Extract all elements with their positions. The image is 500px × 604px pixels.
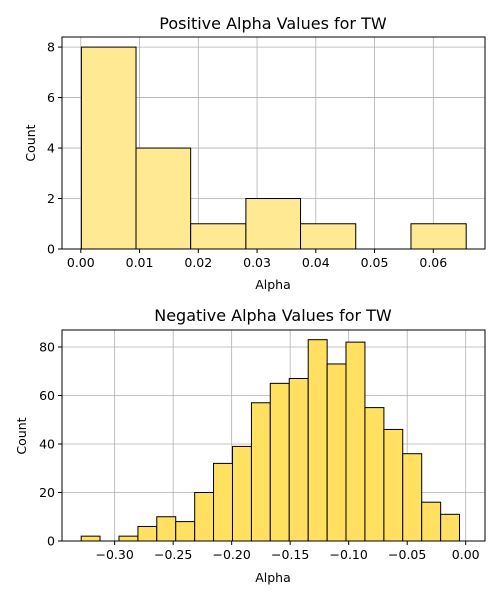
x-tick-label: 0.05 [361, 255, 389, 270]
x-tick-label: −0.15 [271, 547, 309, 562]
y-tick-label: 8 [47, 40, 55, 55]
x-tick-label: −0.10 [330, 547, 368, 562]
histogram-bar [190, 223, 247, 250]
histogram-bar [326, 363, 347, 542]
y-tick-label: 6 [47, 90, 55, 105]
y-tick-label: 4 [47, 141, 55, 156]
y-tick-label: 20 [39, 485, 55, 500]
x-tick-label: 0.00 [67, 255, 95, 270]
y-axis-label: Count [14, 417, 29, 454]
x-axis-label: Alpha [255, 570, 291, 585]
histogram-bar [80, 535, 101, 542]
x-tick-label: 0.00 [452, 547, 480, 562]
histogram-bar [364, 407, 385, 542]
histogram-bar [410, 223, 467, 250]
histogram-bar [345, 341, 366, 542]
tick-layer: −0.30 −0.25 −0.20 −0.15 −0.10 −0.05 0.00 0 20 40 6… [39, 339, 480, 562]
chart-title: Positive Alpha Values for TW [159, 14, 387, 33]
positive-alpha-histogram: Positive Alpha Values for TW 0.00 0.01 0.0… [23, 14, 486, 292]
y-tick-label: 0 [47, 534, 55, 549]
plot-frame [61, 329, 486, 542]
histogram-bar [300, 223, 357, 250]
tick-layer: 0.00 0.01 0.02 0.03 0.04 0.05 0.06 0 2 4 6 8 [47, 40, 447, 270]
histogram-bar [118, 535, 139, 542]
x-tick-label: 0.02 [184, 255, 212, 270]
histogram-bar [269, 382, 290, 542]
histogram-bar [194, 491, 215, 542]
histogram-bar [135, 147, 192, 250]
histogram-bar [440, 513, 460, 542]
histogram-bar [250, 402, 271, 542]
y-tick-label: 2 [47, 191, 55, 206]
x-tick-label: 0.04 [302, 255, 330, 270]
chart-title: Negative Alpha Values for TW [154, 306, 392, 325]
histogram-bar [307, 339, 328, 542]
histogram-bar [421, 501, 442, 542]
y-axis-label: Count [23, 124, 38, 161]
y-tick-label: 40 [39, 436, 55, 451]
y-tick-label: 80 [39, 339, 55, 354]
histogram-bar [80, 46, 137, 250]
histogram-bar [137, 525, 158, 542]
histogram-bar [213, 462, 233, 542]
bar-layer [80, 46, 467, 250]
histogram-bar [288, 378, 309, 542]
histogram-bar [231, 445, 252, 542]
plot-frame [61, 36, 486, 250]
x-tick-label: −0.20 [213, 547, 251, 562]
histogram-bar [175, 521, 196, 542]
histogram-bar [402, 453, 423, 542]
histogram-bar [156, 516, 177, 542]
y-tick-label: 0 [47, 242, 55, 257]
x-tick-label: 0.01 [126, 255, 154, 270]
negative-alpha-histogram: Negative Alpha Values for TW −0.30 −0.25−… [14, 306, 486, 585]
x-tick-label: 0.03 [243, 255, 271, 270]
histogram-bar [383, 428, 404, 542]
x-axis-label: Alpha [255, 277, 291, 292]
histogram-bar [245, 198, 302, 250]
bar-layer [80, 339, 460, 542]
x-tick-label: −0.25 [154, 547, 192, 562]
x-tick-label: −0.30 [95, 547, 133, 562]
x-tick-label: −0.05 [388, 547, 426, 562]
y-tick-label: 60 [39, 388, 55, 403]
x-tick-label: 0.06 [419, 255, 447, 270]
